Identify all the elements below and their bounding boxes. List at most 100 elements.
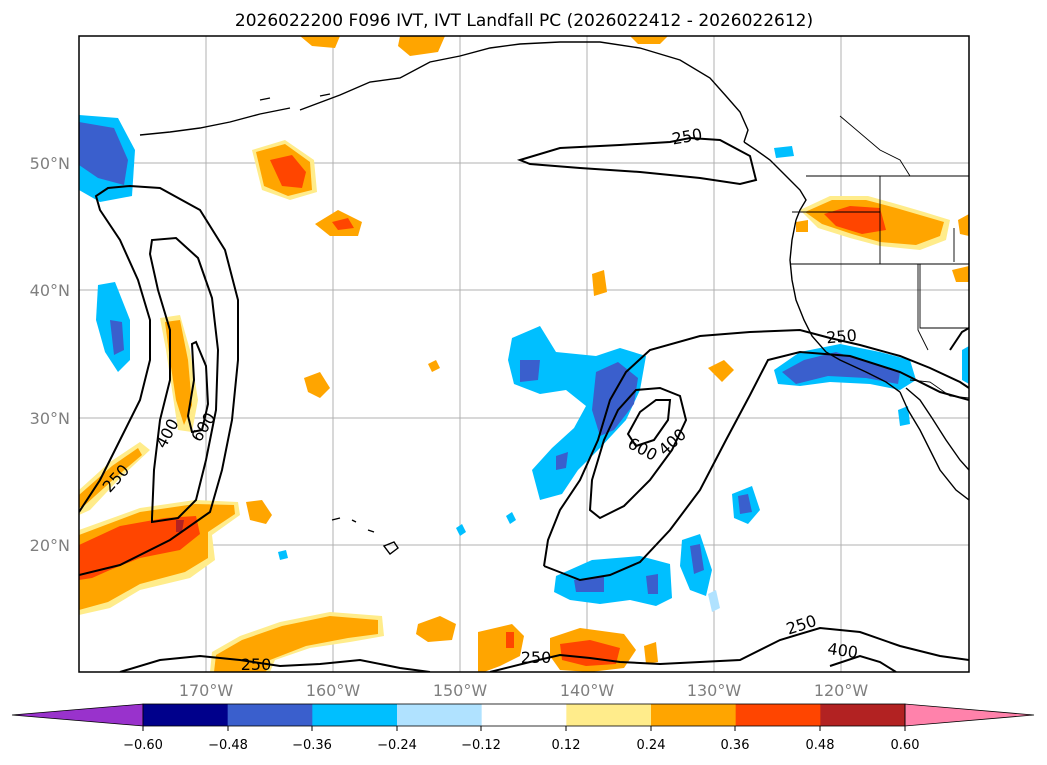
- shade-alaska-1: [300, 36, 340, 48]
- shade-bottom-1-mid: [214, 616, 378, 672]
- shade-nw-blue-inner: [79, 122, 128, 185]
- contour-label: 400: [826, 639, 859, 662]
- contour-left-250: [79, 184, 239, 576]
- colorbar-ticks: [142, 726, 906, 731]
- shade-bottom-3-red: [506, 632, 514, 648]
- lat-tick-label: 40°N: [30, 281, 70, 300]
- coast-gulf-ca: [905, 387, 969, 471]
- colorbar-tick-label: 0.12: [552, 738, 581, 753]
- colorbar-tick-label: 0.36: [721, 738, 750, 753]
- shade-spot-5: [456, 524, 466, 536]
- shade-spot-6: [506, 512, 516, 524]
- lon-tick-label: 140°W: [560, 681, 615, 700]
- colorbar-tick-label: −0.60: [123, 738, 163, 753]
- shade-central-blue-inner: [520, 360, 540, 382]
- shade-bottom-2: [416, 616, 456, 642]
- map-frame: [78, 35, 970, 673]
- coast-hawaii: [331, 517, 399, 555]
- lon-tick-label: 160°W: [306, 681, 361, 700]
- shade-sw-red: [79, 516, 200, 580]
- map-panel: [78, 35, 970, 673]
- shade-left-blue-inner: [110, 320, 124, 355]
- border-mx: [909, 379, 969, 399]
- coast-baja: [899, 391, 969, 501]
- shade-left-band-mid: [79, 448, 142, 508]
- shade-central-blue-inner3: [556, 452, 568, 470]
- shade-17n-inner2: [646, 574, 658, 594]
- colorbar-frame: [142, 703, 906, 727]
- colorbar-segment: [735, 704, 821, 726]
- borders: [790, 115, 969, 399]
- colorbar-tick-label: 0.60: [891, 738, 920, 753]
- colorbar-tick-label: −0.12: [461, 738, 501, 753]
- shade-alaska-3: [630, 36, 668, 44]
- contour-left-600: [186, 340, 210, 434]
- colorbar-tick-label: −0.24: [377, 738, 417, 753]
- contour-central-250b: [543, 350, 969, 582]
- shade-spot-2: [428, 360, 440, 372]
- shade-bottom-5: [644, 642, 658, 664]
- shade-ca-inner: [782, 352, 900, 384]
- pc-shading: [79, 36, 969, 672]
- shade-spot-7: [278, 550, 288, 560]
- shade-or-red: [824, 206, 886, 234]
- lon-tick-label: 120°W: [814, 681, 869, 700]
- colorbar-segment: [651, 704, 737, 726]
- colorbar-segment: [312, 704, 398, 726]
- colorbar-tick-label: 0.24: [637, 738, 666, 753]
- colorbar-segment: [566, 704, 652, 726]
- colorbar-segments: [11, 703, 1035, 727]
- coast-alaska: [299, 41, 749, 143]
- contour-label: 250: [521, 648, 552, 667]
- lat-axis: 50°N 40°N 30°N 20°N: [30, 154, 70, 555]
- shade-bc-blue: [774, 146, 794, 158]
- contour-ca-small: [949, 327, 969, 351]
- ivt-contours: [79, 136, 969, 672]
- shade-alaska-2: [398, 36, 445, 56]
- contour-central-250: [543, 328, 969, 567]
- colorbar-segment: [397, 704, 483, 726]
- lon-tick-label: 170°W: [179, 681, 234, 700]
- lon-axis: 170°W 160°W 150°W 140°W 130°W 120°W: [179, 681, 869, 700]
- figure-title: 2026022200 F096 IVT, IVT Landfall PC (20…: [235, 11, 813, 31]
- shade-130w-inner: [690, 544, 704, 574]
- coastlines: [139, 41, 969, 555]
- shade-or-small: [796, 220, 808, 232]
- border-ca-nv: [879, 176, 969, 351]
- shade-spot-4: [708, 360, 734, 382]
- contour-bottom-250b: [489, 626, 969, 672]
- shade-125w-inner: [738, 494, 752, 514]
- coast-bc: [743, 141, 807, 221]
- contour-central-400: [588, 386, 688, 520]
- shade-spot-3: [592, 270, 607, 296]
- shade-17n-outer: [554, 556, 672, 606]
- coast-aleutians: [139, 93, 331, 136]
- shade-or-edge: [958, 214, 969, 236]
- lon-tick-label: 150°W: [433, 681, 488, 700]
- shade-central-blue-inner2: [592, 362, 638, 436]
- contour-central-600: [626, 399, 672, 448]
- shade-155w-red: [332, 218, 354, 230]
- lat-tick-label: 30°N: [30, 409, 70, 428]
- colorbar-segment: [143, 704, 229, 726]
- shade-130w-small: [708, 590, 720, 612]
- colorbar-segment: [820, 704, 906, 726]
- colorbar-extend-low: [11, 703, 144, 727]
- border-bc-ab: [839, 115, 911, 177]
- colorbar-extend-high: [904, 703, 1035, 727]
- contour-top-250: [516, 136, 758, 186]
- shade-nv-edge: [952, 266, 969, 282]
- shade-ca-spot: [898, 406, 910, 426]
- shade-spot-1: [304, 372, 330, 398]
- contour-label: 250: [825, 326, 857, 348]
- shade-168w-mid: [165, 320, 192, 425]
- contour-left-400: [148, 236, 220, 524]
- shade-sw-small: [246, 500, 272, 524]
- coast-west-us: [789, 219, 901, 393]
- shade-ca-edge: [962, 346, 969, 384]
- lat-tick-label: 50°N: [30, 154, 70, 173]
- lon-tick-label: 130°W: [687, 681, 742, 700]
- colorbar-segment: [481, 704, 567, 726]
- contour-bottom-250: [119, 654, 431, 672]
